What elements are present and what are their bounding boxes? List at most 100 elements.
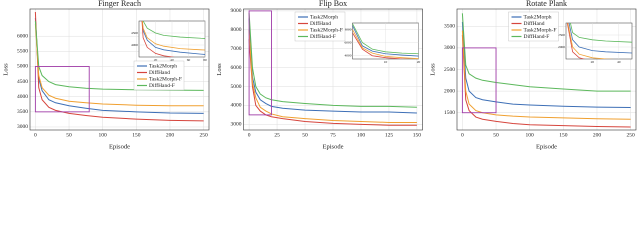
inset-series-line xyxy=(141,21,205,55)
chart-title: Finger Reach xyxy=(98,0,141,8)
y-tick-label: 3500 xyxy=(444,24,455,30)
series-line xyxy=(34,12,204,122)
y-tick-label: 4500 xyxy=(17,79,28,85)
inset-series-line xyxy=(352,32,413,59)
legend-label: Task2Morph xyxy=(524,14,552,20)
x-axis-label: Episode xyxy=(109,143,130,150)
inset-y-tick-label: 2500 xyxy=(558,33,565,37)
legend-label: DiffHand-F xyxy=(149,82,175,89)
axes-frame xyxy=(456,8,637,131)
inset-x-tick-label: 20 xyxy=(154,58,158,62)
inset-x-tick-label: 20 xyxy=(591,60,595,64)
inset-x-tick-label: 40 xyxy=(170,58,174,62)
x-axis-label: Episode xyxy=(323,143,344,150)
x-tick-label: 50 xyxy=(66,132,72,138)
inset-series-line xyxy=(142,21,205,39)
series-line xyxy=(248,29,417,123)
x-tick-label: 50 xyxy=(302,132,308,138)
y-axis-label: Loss xyxy=(216,63,223,76)
x-tick-label: 200 xyxy=(593,132,602,138)
y-tick-label: 5000 xyxy=(17,64,28,70)
figure: Finger ReachEpisodeLoss30003500400045005… xyxy=(2,0,637,150)
x-tick-label: 100 xyxy=(357,132,366,138)
inset-series-line xyxy=(352,29,419,59)
inset-series-line xyxy=(352,25,419,57)
zoom-box xyxy=(34,66,90,113)
inset-series-line xyxy=(352,23,419,55)
series-line xyxy=(461,30,631,120)
inset-x-tick-label: 20 xyxy=(417,60,421,64)
legend-label: Task2Morph-F xyxy=(524,27,557,33)
y-tick-label: 3000 xyxy=(231,122,242,128)
x-tick-label: 0 xyxy=(461,132,464,138)
series-line xyxy=(248,18,417,114)
y-tick-label: 2000 xyxy=(444,88,455,94)
series-line xyxy=(248,12,417,108)
x-tick-label: 100 xyxy=(526,132,535,138)
inset-x-tick-label: 60 xyxy=(187,58,191,62)
legend-label: DiffHand xyxy=(149,69,170,76)
y-tick-label: 3000 xyxy=(17,124,28,130)
y-axis-label: Loss xyxy=(2,63,9,76)
x-tick-label: 25 xyxy=(274,132,280,138)
inset-lines xyxy=(141,21,205,57)
inset-series-line xyxy=(566,23,586,59)
y-tick-label: 9000 xyxy=(231,8,242,14)
legend-label: Task2Morph-F xyxy=(149,76,182,82)
x-tick-label: 150 xyxy=(132,132,141,138)
y-tick-label: 3500 xyxy=(17,109,28,115)
y-tick-label: 6000 xyxy=(17,33,28,39)
x-tick-label: 200 xyxy=(166,132,175,138)
y-axis-label: Loss xyxy=(429,63,436,76)
inset-bg xyxy=(565,22,633,60)
x-tick-label: 250 xyxy=(626,132,635,138)
inset-y-tick-label: 4000 xyxy=(131,43,138,47)
x-tick-label: 0 xyxy=(34,132,37,138)
legend-label: DiffHand xyxy=(310,20,331,27)
legend-label: Task2Morph xyxy=(149,63,177,69)
y-tick-label: 2500 xyxy=(444,67,455,73)
chart-title: Rotate Plank xyxy=(526,0,567,8)
inset-series-line xyxy=(567,23,615,59)
series-line xyxy=(34,24,204,107)
legend-label: DiffHand-F xyxy=(524,33,550,40)
x-tick-label: 75 xyxy=(330,132,336,138)
series-line xyxy=(248,39,417,126)
y-tick-label: 6000 xyxy=(231,65,242,71)
inset-y-tick-label: 4500 xyxy=(131,31,138,35)
legend-label: Task2Morph-F xyxy=(310,27,343,33)
inset-y-tick-label: 6000 xyxy=(345,40,352,44)
inset-x-tick-label: 10 xyxy=(384,60,388,64)
y-tick-label: 4000 xyxy=(17,94,28,100)
y-tick-label: 8000 xyxy=(231,27,242,33)
series-line xyxy=(461,34,631,128)
legend-label: Task2Morph xyxy=(310,14,338,20)
axes-frame xyxy=(243,8,423,131)
x-tick-label: 150 xyxy=(559,132,568,138)
x-tick-label: 125 xyxy=(385,132,394,138)
y-tick-label: 1500 xyxy=(444,110,455,116)
x-axis-label: Episode xyxy=(536,143,557,150)
axes-frame xyxy=(29,8,210,131)
zoom-box xyxy=(461,47,497,114)
chart-title: Flip Box xyxy=(319,0,347,8)
inset-x-tick-label: 40 xyxy=(617,60,621,64)
x-tick-label: 100 xyxy=(99,132,108,138)
x-tick-label: 150 xyxy=(413,132,422,138)
zoom-box xyxy=(248,10,272,116)
series-line xyxy=(34,18,204,114)
y-tick-label: 4000 xyxy=(231,103,242,109)
x-tick-label: 250 xyxy=(199,132,208,138)
y-tick-label: 5000 xyxy=(231,84,242,90)
inset-lines xyxy=(566,23,632,59)
x-tick-label: 0 xyxy=(248,132,251,138)
plot-lines xyxy=(248,12,417,126)
x-tick-label: 50 xyxy=(493,132,499,138)
legend-label: DiffHand-F xyxy=(310,33,336,40)
inset-series-line xyxy=(141,21,205,51)
legend-label: DiffHand xyxy=(524,20,545,27)
inset-lines xyxy=(352,23,419,59)
inset-series-line xyxy=(568,23,632,54)
y-tick-label: 7000 xyxy=(231,46,242,52)
inset-y-tick-label: 2000 xyxy=(558,45,565,49)
